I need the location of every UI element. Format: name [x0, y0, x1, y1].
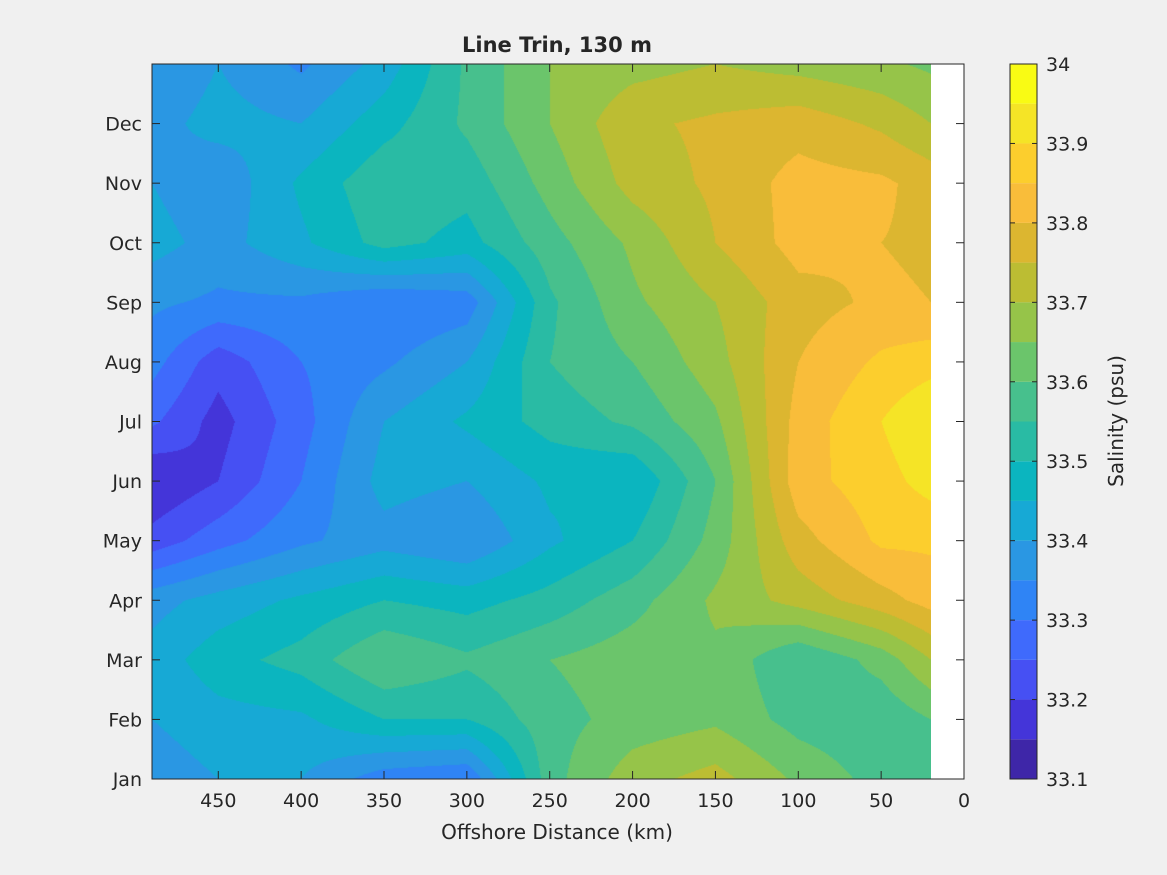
colorbar-tick-label: 34: [1046, 54, 1070, 76]
chart-title: Line Trin, 130 m: [462, 33, 652, 57]
y-tick-label: Jun: [111, 471, 142, 493]
colorbar-band: [1010, 222, 1037, 263]
x-tick-label: 300: [449, 790, 485, 812]
colorbar-ticks: 33.1 33.2 33.3 33.4 33.5 33.6 33.7 33.8 33.9 34: [1010, 54, 1088, 791]
y-tick-label: Oct: [109, 233, 142, 255]
colorbar-band: [1010, 580, 1037, 621]
y-tick-label: Jul: [118, 412, 142, 434]
colorbar-tick-label: 33.2: [1046, 690, 1088, 712]
y-tick-label: Mar: [106, 650, 142, 672]
colorbar-label: Salinity (psu): [1104, 355, 1128, 487]
colorbar-tick-label: 33.7: [1046, 292, 1088, 314]
y-tick-label: Dec: [105, 114, 142, 136]
x-tick-label: 450: [200, 790, 236, 812]
colorbar-tick-label: 33.3: [1046, 610, 1088, 632]
colorbar-tick-label: 33.1: [1046, 769, 1088, 791]
y-tick-label: Sep: [106, 292, 142, 314]
y-tick-label: Aug: [105, 352, 142, 374]
colorbar-band: [1010, 540, 1037, 581]
colorbar-band: [1010, 500, 1037, 541]
colorbar-tick-label: 33.6: [1046, 372, 1088, 394]
plot-area: 450 400 350 300 250 200 150 100 50 0 Jan Feb Mar Apr…: [103, 63, 970, 812]
salinity-contour-fill: [152, 64, 931, 779]
colorbar-band: [1010, 103, 1037, 144]
x-tick-label: 150: [697, 790, 733, 812]
x-axis: 450 400 350 300 250 200 150 100 50 0: [200, 64, 970, 812]
x-tick-label: 50: [869, 790, 893, 812]
colorbar-band: [1010, 739, 1037, 779]
colorbar-band: [1010, 699, 1037, 740]
colorbar-band: [1010, 461, 1037, 501]
colorbar-band: [1010, 262, 1037, 303]
y-tick-label: Nov: [105, 173, 142, 195]
colorbar-band: [1010, 183, 1037, 223]
colorbar-bands: [1010, 64, 1037, 779]
x-axis-label: Offshore Distance (km): [441, 820, 673, 844]
colorbar-tick-label: 33.9: [1046, 133, 1088, 155]
colorbar-tick-label: 33.8: [1046, 213, 1088, 235]
colorbar-band: [1010, 64, 1037, 104]
colorbar-band: [1010, 659, 1037, 700]
colorbar-frame: [1009, 63, 1038, 780]
y-tick-label: Feb: [108, 709, 142, 731]
y-tick-label: May: [103, 531, 142, 553]
y-tick-label: Apr: [109, 590, 142, 612]
y-axis: Jan Feb Mar Apr May Jun Jul Aug Sep Oct Nov Dec: [103, 114, 964, 791]
colorbar-band: [1010, 342, 1037, 382]
colorbar-tick-label: 33.4: [1046, 531, 1088, 553]
colorbar-band: [1010, 302, 1037, 343]
colorbar-band: [1010, 620, 1037, 660]
x-tick-label: 100: [780, 790, 816, 812]
x-tick-label: 400: [283, 790, 319, 812]
colorbar-band: [1010, 143, 1037, 184]
x-tick-label: 350: [366, 790, 402, 812]
x-tick-label: 250: [532, 790, 568, 812]
x-tick-label: 200: [614, 790, 650, 812]
y-tick-label: Jan: [112, 769, 142, 791]
colorbar-band: [1010, 421, 1037, 462]
colorbar: 33.1 33.2 33.3 33.4 33.5 33.6 33.7 33.8 33.9 34 S…: [1009, 54, 1128, 791]
x-tick-label: 0: [958, 790, 970, 812]
colorbar-tick-label: 33.5: [1046, 451, 1088, 473]
colorbar-band: [1010, 381, 1037, 422]
